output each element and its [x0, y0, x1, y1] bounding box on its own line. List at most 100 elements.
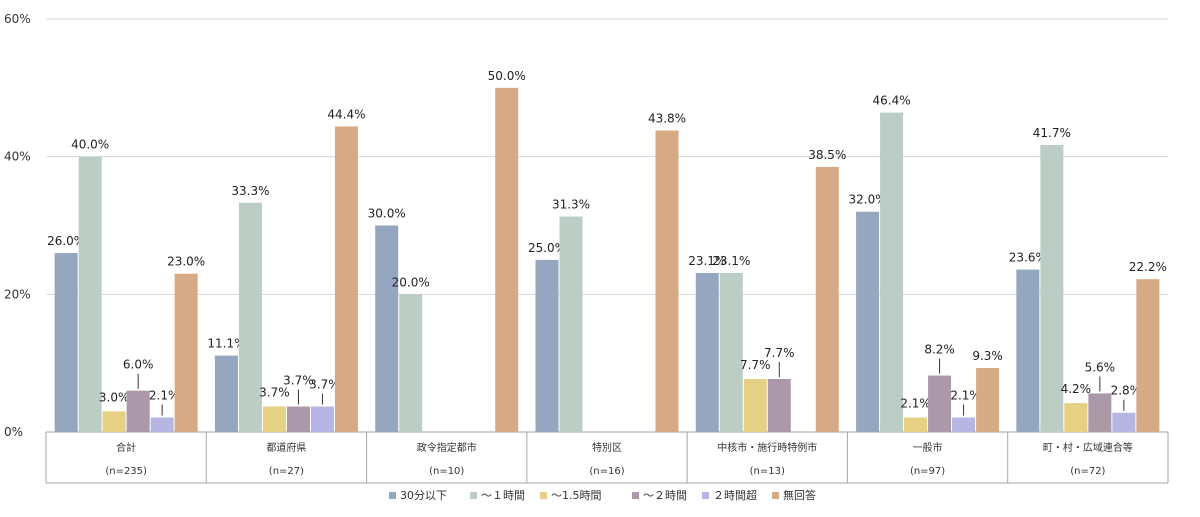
bar: [928, 375, 952, 432]
data-label: 11.1%: [207, 337, 245, 351]
data-label: 31.3%: [552, 198, 590, 212]
data-label: 25.0%: [528, 241, 566, 255]
bar: [1040, 144, 1064, 432]
category-count: (n=13): [750, 466, 785, 477]
data-label: 23.0%: [167, 255, 205, 269]
data-label: 4.2%: [1061, 382, 1092, 396]
category-count: (n=27): [269, 466, 304, 477]
data-label: 30.0%: [368, 207, 406, 221]
legend-swatch: [772, 492, 779, 499]
data-label: 7.7%: [740, 358, 771, 372]
data-label: 2.1%: [950, 389, 981, 403]
bar: [375, 225, 399, 432]
bar: [1136, 279, 1160, 432]
bar: [1088, 393, 1112, 432]
category-count: (n=72): [1070, 466, 1105, 477]
category-count: (n=97): [910, 466, 945, 477]
y-tick-label: 0%: [4, 425, 23, 439]
bar: [310, 406, 334, 432]
data-label: 26.0%: [47, 234, 85, 248]
bar: [815, 166, 839, 432]
data-label: 23.6%: [1009, 251, 1047, 265]
bar: [904, 417, 928, 432]
category-count: (n=235): [105, 466, 147, 477]
bar: [1112, 412, 1136, 432]
bar: [976, 367, 1000, 432]
bar: [399, 294, 423, 432]
legend-label: 無回答: [783, 488, 816, 502]
bar: [214, 355, 238, 432]
legend-swatch: [470, 492, 477, 499]
category-label: 一般市: [913, 441, 943, 454]
data-label: 8.2%: [924, 343, 955, 357]
data-label: 38.5%: [808, 148, 846, 162]
bar: [1064, 403, 1088, 432]
bar: [150, 417, 174, 432]
data-label: 43.8%: [648, 112, 686, 126]
category-label: 政令指定都市: [417, 441, 477, 454]
legend-label: ２時間超: [713, 488, 757, 502]
data-label: 9.3%: [972, 349, 1003, 363]
data-label: 20.0%: [392, 275, 430, 289]
data-label: 3.7%: [259, 386, 290, 400]
bar: [174, 273, 198, 432]
bar: [334, 126, 358, 432]
bar: [856, 211, 880, 432]
data-label: 41.7%: [1033, 126, 1071, 140]
bar: [767, 378, 791, 432]
bar: [262, 406, 286, 432]
bar: [719, 272, 743, 432]
y-tick-label: 40%: [4, 150, 31, 164]
bar: [743, 378, 767, 432]
bar: [880, 112, 904, 432]
data-label: 46.4%: [873, 94, 911, 108]
bar: [126, 390, 150, 432]
bar: [1016, 269, 1040, 432]
bar: [78, 156, 102, 432]
bar: [535, 259, 559, 432]
data-label: 33.3%: [231, 184, 269, 198]
bar: [952, 417, 976, 432]
data-label: 2.8%: [1111, 384, 1142, 398]
bar: [695, 272, 719, 432]
legend-label: ～1.5時間: [551, 489, 602, 502]
legend-swatch: [389, 492, 396, 499]
legend-label: ～２時間: [643, 489, 687, 502]
bar: [495, 87, 519, 432]
data-label: 6.0%: [123, 358, 154, 372]
data-label: 3.7%: [283, 374, 314, 388]
bar: [54, 253, 78, 432]
y-tick-label: 20%: [4, 287, 31, 301]
data-label: 7.7%: [764, 346, 795, 360]
data-label: 2.1%: [900, 397, 931, 411]
category-count: (n=10): [429, 466, 464, 477]
category-label: 都道府県: [266, 441, 306, 454]
legend-label: 30分以下: [400, 489, 447, 502]
data-label: 32.0%: [849, 193, 887, 207]
data-label: 40.0%: [71, 138, 109, 152]
data-label: 3.7%: [309, 378, 340, 392]
legend-swatch: [632, 492, 639, 499]
bar: [102, 411, 126, 432]
data-label: 2.1%: [149, 389, 180, 403]
y-tick-label: 60%: [4, 12, 31, 26]
legend-label: ～１時間: [481, 489, 525, 502]
category-label: 合計: [116, 441, 136, 454]
data-label: 23.1%: [712, 254, 750, 268]
bar: [655, 130, 679, 432]
data-label: 50.0%: [488, 69, 526, 83]
data-label: 5.6%: [1085, 360, 1116, 374]
bar: [559, 216, 583, 432]
category-label: 町・村・広域連合等: [1043, 441, 1133, 454]
category-label: 中核市・施行時特例市: [717, 441, 817, 454]
data-label: 22.2%: [1129, 260, 1167, 274]
data-label: 44.4%: [327, 107, 365, 121]
bar: [286, 406, 310, 432]
legend-swatch: [702, 492, 709, 499]
data-label: 23.1%: [688, 254, 726, 268]
bar: [238, 202, 262, 432]
category-label: 特別区: [592, 442, 622, 454]
category-count: (n=16): [589, 466, 624, 477]
data-label: 3.0%: [99, 390, 130, 404]
